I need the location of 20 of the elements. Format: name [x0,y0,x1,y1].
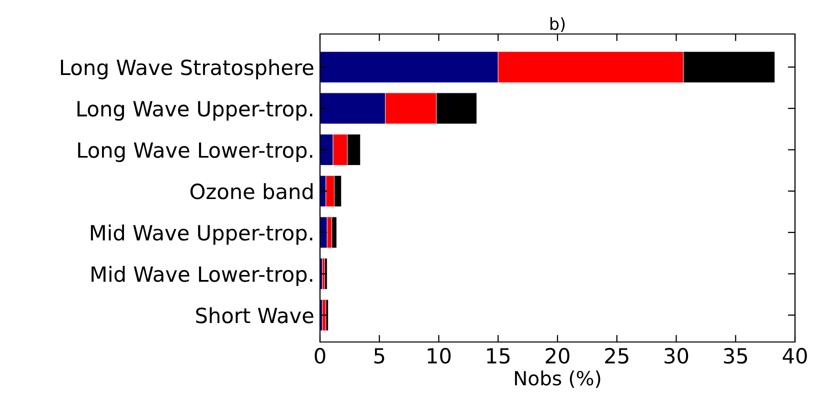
x-tick-label: 30 [664,348,688,364]
bar [324,258,328,290]
chart-title: b) [550,17,565,32]
y-tick-label: Ozone band [190,183,313,200]
x-tick-label: 0 [314,348,326,364]
x-tick-label: 25 [605,348,628,364]
y-tick-label: Mid Wave Lower-trop. [92,266,312,286]
x-tick-label: 40 [782,348,807,364]
y-tick-label: Short Wave [196,307,314,324]
x-tick-label: 15 [487,348,510,364]
y-tick-label: Mid Wave Upper-trop. [90,224,312,245]
x-tick-label: 20 [546,348,570,364]
x-tick-label: 5 [374,348,384,364]
x-tick-label: 35 [724,348,748,364]
y-tick-label: Long Wave Upper-trop. [78,101,312,121]
bar [320,216,328,248]
x-axis-title: Nobs (%) [515,370,600,388]
x-tick-label: 10 [428,348,451,364]
y-tick-label: Long Wave Lower-trop. [78,142,312,162]
y-tick-label: Long Wave Stratosphere [60,59,314,80]
